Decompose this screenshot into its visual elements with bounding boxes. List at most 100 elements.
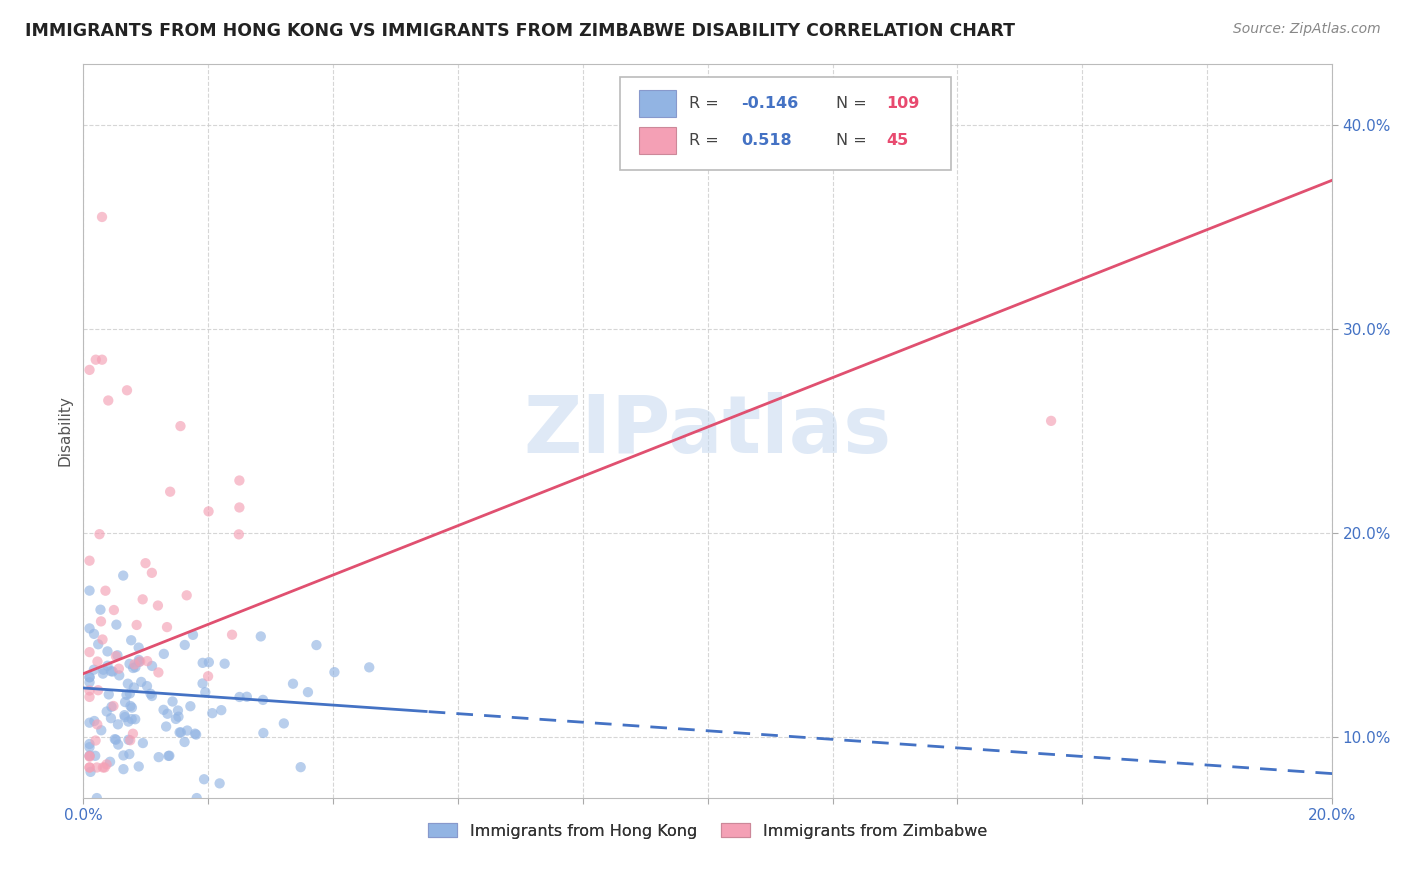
Point xyxy=(148,750,170,764)
Point xyxy=(157,748,180,763)
Point xyxy=(157,748,180,763)
Point xyxy=(105,617,128,632)
Point xyxy=(94,583,117,598)
Point xyxy=(112,748,135,763)
Point xyxy=(118,747,141,761)
Point xyxy=(167,709,190,723)
Point xyxy=(165,712,187,726)
Point xyxy=(125,618,148,632)
Point xyxy=(79,363,101,377)
Point xyxy=(90,615,112,629)
Point xyxy=(100,664,122,678)
Point xyxy=(79,760,101,774)
Point xyxy=(136,654,159,668)
Point xyxy=(93,760,115,774)
Point xyxy=(132,736,155,750)
Point xyxy=(122,681,145,695)
Point xyxy=(176,723,198,738)
Point xyxy=(198,655,221,669)
Point xyxy=(98,755,121,769)
FancyBboxPatch shape xyxy=(620,77,952,170)
Point xyxy=(100,699,122,714)
Point xyxy=(107,648,129,663)
Point xyxy=(96,757,118,772)
Point xyxy=(91,760,114,774)
Point xyxy=(156,706,179,721)
Point xyxy=(107,717,129,731)
Bar xyxy=(638,90,676,117)
Point xyxy=(96,644,118,658)
Point xyxy=(120,699,142,714)
Point xyxy=(156,620,179,634)
Text: Source: ZipAtlas.com: Source: ZipAtlas.com xyxy=(1233,22,1381,37)
Point xyxy=(159,484,181,499)
Point xyxy=(129,674,152,689)
Point xyxy=(114,710,136,724)
Point xyxy=(120,633,142,648)
Point xyxy=(176,588,198,602)
Point xyxy=(91,210,114,224)
Text: 109: 109 xyxy=(886,96,920,112)
Point xyxy=(236,690,259,704)
Point xyxy=(128,653,150,667)
Point xyxy=(273,716,295,731)
Point xyxy=(194,685,217,699)
Point xyxy=(193,772,215,787)
Point xyxy=(249,629,271,643)
Point xyxy=(141,689,163,703)
Point xyxy=(91,352,114,367)
Point xyxy=(197,504,219,518)
Point xyxy=(115,688,138,702)
Point xyxy=(121,712,143,726)
Point xyxy=(79,683,101,698)
Point xyxy=(323,665,346,680)
Point xyxy=(1040,414,1063,428)
Point xyxy=(104,732,127,747)
Point xyxy=(252,693,274,707)
Point xyxy=(124,712,146,726)
Point xyxy=(214,657,236,671)
Point xyxy=(128,640,150,655)
Point xyxy=(83,627,105,641)
Point xyxy=(155,719,177,733)
Point xyxy=(103,698,125,713)
Point xyxy=(152,703,174,717)
Point xyxy=(128,655,150,669)
Point xyxy=(112,708,135,723)
Point xyxy=(79,670,101,684)
Y-axis label: Disability: Disability xyxy=(58,396,72,467)
Point xyxy=(97,393,120,408)
Point xyxy=(79,621,101,635)
Point xyxy=(122,727,145,741)
Point xyxy=(89,527,111,541)
Point xyxy=(108,662,131,676)
Point xyxy=(86,760,108,774)
Point xyxy=(79,748,101,763)
Point xyxy=(131,592,153,607)
Point xyxy=(79,583,101,598)
Point xyxy=(121,700,143,714)
Point xyxy=(107,738,129,752)
Point xyxy=(104,732,127,747)
Point xyxy=(79,749,101,764)
Point xyxy=(79,760,101,774)
Point xyxy=(124,660,146,674)
Point xyxy=(290,760,312,774)
Point xyxy=(191,656,214,670)
Point xyxy=(153,647,176,661)
Text: ZIPatlas: ZIPatlas xyxy=(523,392,891,470)
Bar xyxy=(638,128,676,153)
Point xyxy=(170,725,193,739)
Point xyxy=(141,659,163,673)
Point xyxy=(134,556,156,570)
Point xyxy=(179,699,201,714)
Point xyxy=(184,726,207,740)
Point xyxy=(79,670,101,684)
Point xyxy=(221,628,243,642)
Point xyxy=(79,690,101,704)
Point xyxy=(197,669,219,683)
Point xyxy=(79,675,101,690)
Point xyxy=(186,791,208,805)
Point xyxy=(148,665,170,680)
Point xyxy=(120,733,142,747)
